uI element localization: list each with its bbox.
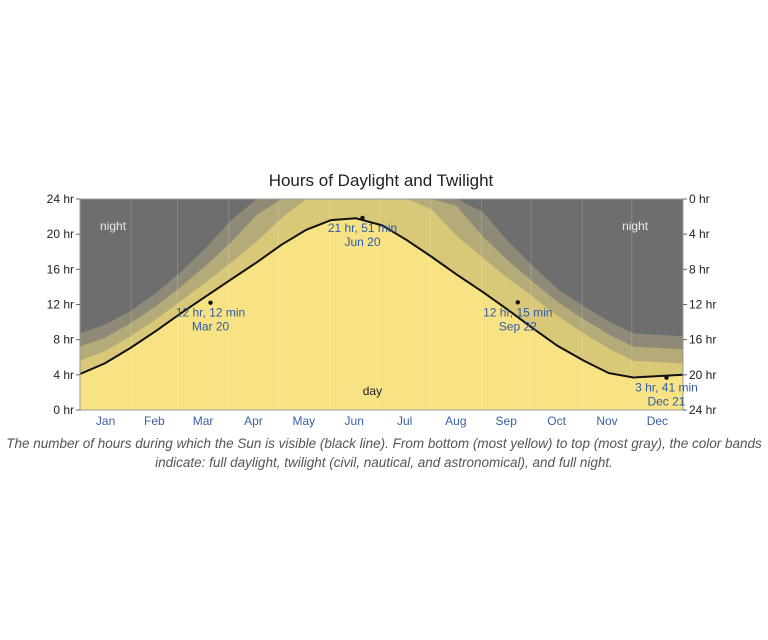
month-label-jun: Jun [345,414,364,428]
region-label-night-right: night [622,219,649,233]
annotation-label-mar: 12 hr, 12 min [176,306,245,320]
annotation-point-jun [360,215,365,221]
left-tick-label: 20 hr [47,227,74,241]
right-tick-label: 8 hr [689,262,710,276]
right-tick-label: 20 hr [689,368,716,382]
annotation-label-jun: Jun 20 [344,235,380,249]
month-label-jul: Jul [397,414,412,428]
left-tick-label: 4 hr [53,368,74,382]
region-label-day: day [363,384,382,398]
annotation-label-mar: Mar 20 [192,320,230,334]
left-tick-label: 8 hr [53,333,74,347]
left-tick-label: 12 hr [47,298,74,312]
annotation-point-dec [664,375,669,380]
right-tick-label: 4 hr [689,227,710,241]
chart-title: Hours of Daylight and Twilight [269,171,494,190]
left-tick-label: 16 hr [47,262,74,276]
annotation-label-dec: 3 hr, 41 min [635,381,698,395]
annotation-point-sep [515,300,520,305]
annotation-label-sep: 12 hr, 15 min [483,305,552,319]
band-daylight [80,218,683,410]
month-label-sep: Sep [496,414,518,428]
left-tick-label: 0 hr [53,403,74,417]
right-tick-label: 24 hr [689,403,716,417]
month-label-feb: Feb [144,414,165,428]
month-label-aug: Aug [445,414,466,428]
month-label-dec: Dec [647,414,668,428]
right-tick-label: 16 hr [689,333,716,347]
chart-caption: The number of hours during which the Sun… [6,436,762,470]
right-tick-label: 12 hr [689,298,716,312]
annotation-label-sep: Sep 22 [499,319,537,333]
annotation-label-dec: Dec 21 [647,395,685,409]
annotation-point-mar [208,300,213,305]
left-tick-label: 24 hr [47,192,74,206]
month-label-may: May [293,414,316,428]
month-label-apr: Apr [244,414,263,428]
month-label-jan: Jan [96,414,115,428]
daylight-line [79,217,684,379]
right-tick-label: 0 hr [689,192,710,206]
month-label-nov: Nov [596,414,617,428]
month-label-oct: Oct [547,414,566,428]
month-label-mar: Mar [193,414,214,428]
annotation-label-jun: 21 hr, 51 min [328,221,397,235]
region-label-night-left: night [100,219,127,233]
